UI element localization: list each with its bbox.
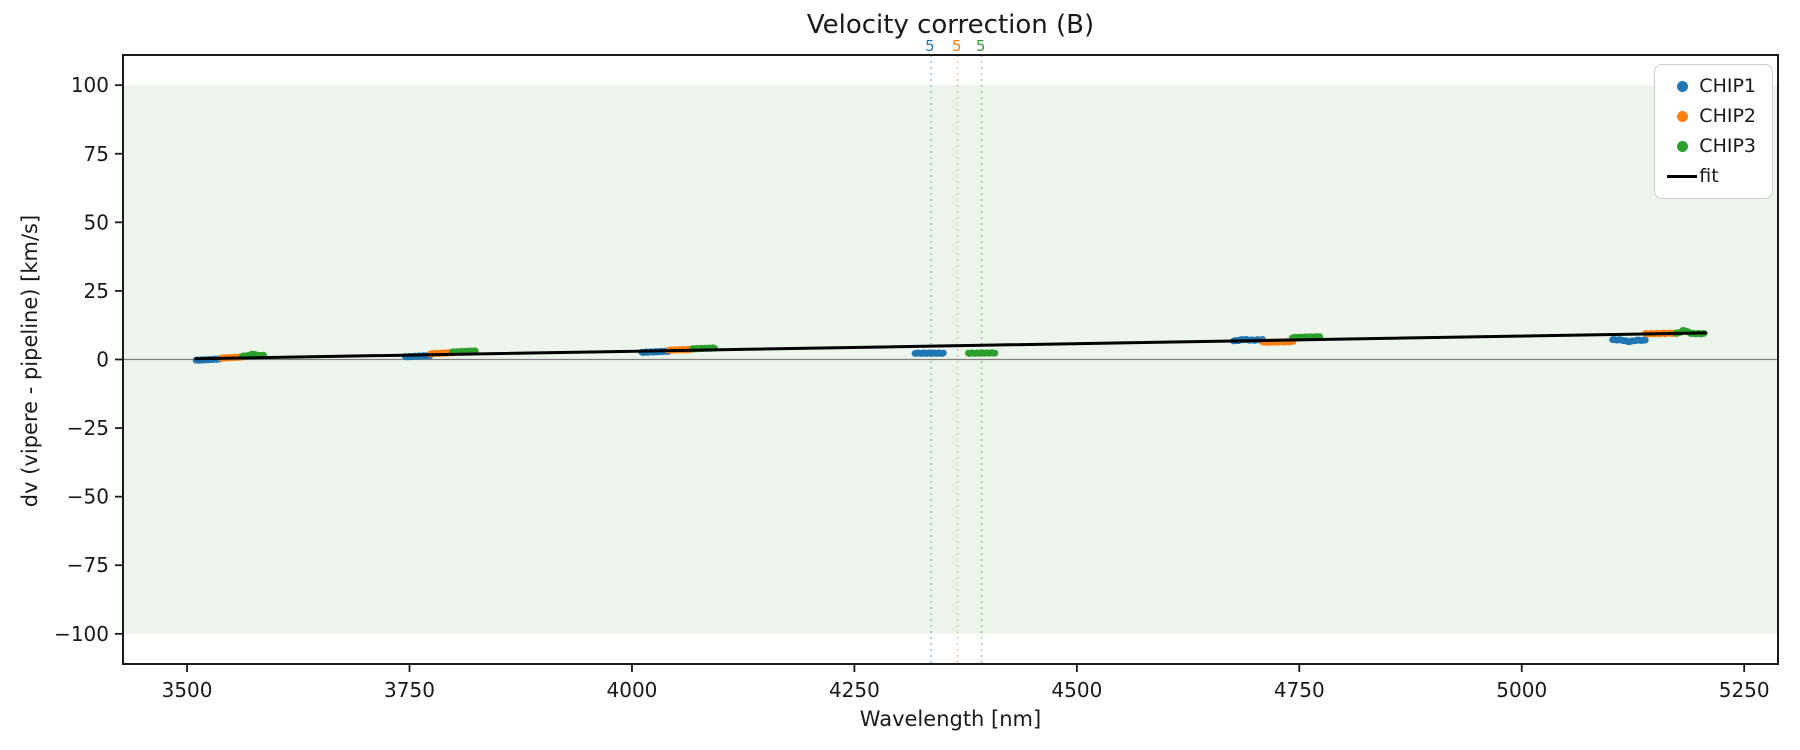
- x-tick-label: 5000: [1496, 678, 1547, 702]
- x-tick-label: 3500: [162, 678, 213, 702]
- legend-marker-box: [1665, 81, 1699, 92]
- y-tick-label: −100: [54, 622, 109, 646]
- legend-item-fit: fit: [1665, 164, 1756, 189]
- legend-label-fit: fit: [1699, 165, 1719, 187]
- x-tick-label: 3750: [384, 678, 435, 702]
- legend-item-chip3: CHIP3: [1665, 134, 1756, 159]
- y-tick-label: −50: [67, 485, 109, 509]
- fit-line-icon: [1667, 175, 1698, 178]
- order-marker-label: 5: [925, 37, 935, 55]
- data-point-chip3: [991, 349, 999, 357]
- y-axis-label: dv (vipere - pipeline) [km/s]: [18, 214, 42, 508]
- y-tick-label: 25: [84, 279, 109, 303]
- y-tick-label: 100: [71, 73, 109, 97]
- y-tick-label: 50: [84, 210, 109, 234]
- y-tick-label: 75: [84, 142, 109, 166]
- legend-item-chip2: CHIP2: [1665, 104, 1756, 129]
- chip2-dot-icon: [1676, 111, 1688, 122]
- legend-marker-box: [1665, 175, 1699, 178]
- fit-line: [194, 331, 1708, 361]
- y-tick-label: −75: [67, 553, 109, 577]
- legend-label-chip1: CHIP1: [1699, 75, 1756, 97]
- y-tick-label: 0: [96, 348, 109, 372]
- chart-title: Velocity correction (B): [806, 10, 1095, 40]
- order-marker-label: 5: [976, 37, 986, 55]
- legend-marker-box: [1665, 141, 1699, 152]
- chip1-dot-icon: [1676, 81, 1688, 92]
- legend-label-chip2: CHIP2: [1699, 105, 1756, 127]
- x-tick-label: 4000: [607, 678, 658, 702]
- chip3-dot-icon: [1676, 141, 1688, 152]
- y-tick-label: −25: [67, 416, 109, 440]
- data-point-chip1: [940, 349, 947, 357]
- x-tick-label: 5250: [1719, 678, 1770, 702]
- x-tick-label: 4750: [1274, 678, 1325, 702]
- order-marker-label: 5: [952, 37, 962, 55]
- legend-marker-box: [1665, 111, 1699, 122]
- legend: CHIP1 CHIP2 CHIP3 fit: [1654, 64, 1773, 199]
- data-point-chip1: [1642, 336, 1649, 344]
- legend-item-chip1: CHIP1: [1665, 74, 1756, 99]
- x-tick-label: 4500: [1051, 678, 1102, 702]
- x-axis-label: Wavelength [nm]: [859, 707, 1042, 731]
- legend-label-chip3: CHIP3: [1699, 135, 1756, 157]
- x-tick-label: 4250: [829, 678, 880, 702]
